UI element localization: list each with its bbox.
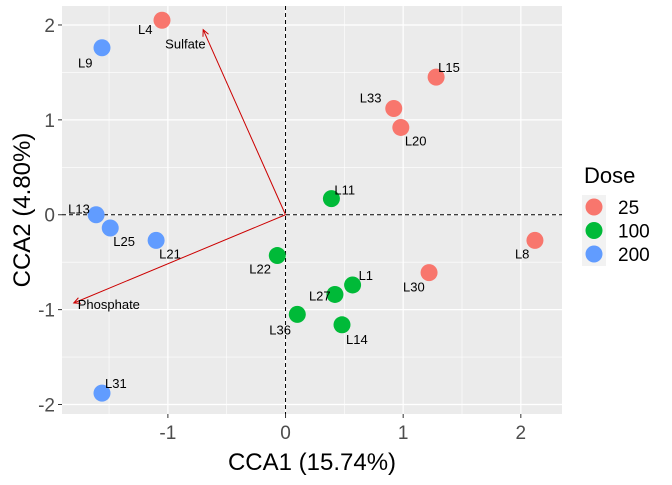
point-label-l27: L27 <box>309 288 331 303</box>
point-l9 <box>93 39 111 57</box>
legend-key-dose-100 <box>585 222 603 239</box>
point-label-l33: L33 <box>360 90 382 105</box>
point-l31 <box>93 384 111 402</box>
point-label-l22: L22 <box>249 262 271 277</box>
vector-label-phosphate: Phosphate <box>78 297 140 312</box>
point-label-l13: L13 <box>68 202 90 217</box>
x-tick-label: 1 <box>398 423 409 444</box>
point-label-l9: L9 <box>78 56 92 71</box>
point-l15 <box>427 68 445 86</box>
legend-key-dose-200 <box>585 245 603 263</box>
point-l27 <box>326 285 344 303</box>
y-axis-ticks: -2 -1 0 1 2 <box>38 16 62 417</box>
point-l13 <box>87 206 105 224</box>
plot-panel <box>62 6 562 414</box>
point-label-l30: L30 <box>403 280 425 295</box>
point-label-l36: L36 <box>269 322 291 337</box>
point-label-l20: L20 <box>405 133 427 148</box>
point-l20 <box>392 118 410 136</box>
sample-labels: L4 L15 L33 L20 L8 L30 L11 L22 L1 L27 L36 L14 L9 L13 L2… <box>68 22 529 391</box>
reference-lines <box>62 6 562 414</box>
x-tick-label: -1 <box>159 423 176 444</box>
environment-vectors: Sulfate Phosphate <box>72 28 286 312</box>
point-l1 <box>344 276 362 294</box>
y-tick-label: -2 <box>38 396 55 417</box>
legend-title: Dose <box>584 163 635 188</box>
point-label-l1: L1 <box>359 268 373 283</box>
point-label-l11: L11 <box>334 183 355 198</box>
point-l14 <box>333 316 351 334</box>
point-label-l15: L15 <box>438 60 460 75</box>
x-tick-label: 0 <box>280 423 291 444</box>
point-label-l25: L25 <box>113 234 135 249</box>
y-tick-label: -1 <box>38 301 55 322</box>
point-l8 <box>526 231 544 249</box>
point-l30 <box>420 264 438 282</box>
y-tick-label: 0 <box>44 206 55 227</box>
point-l33 <box>385 99 403 117</box>
sample-points <box>87 11 544 402</box>
point-l11 <box>322 190 340 208</box>
point-label-l31: L31 <box>105 376 127 391</box>
vector-arrowhead-phosphate <box>72 297 81 304</box>
y-tick-label: 1 <box>44 111 55 132</box>
point-label-l21: L21 <box>159 246 181 261</box>
x-tick-label: 2 <box>516 423 527 444</box>
point-label-l8: L8 <box>515 246 529 261</box>
point-l21 <box>147 231 165 249</box>
point-l4 <box>153 11 171 29</box>
legend-label-dose-100: 100 <box>618 222 650 243</box>
legend-label-dose-200: 200 <box>618 245 650 266</box>
vector-label-sulfate: Sulfate <box>165 37 205 52</box>
vector-arrow-sulfate <box>202 29 286 215</box>
vector-arrowhead-sulfate <box>202 28 209 37</box>
point-l25 <box>101 219 119 237</box>
point-label-l4: L4 <box>138 22 152 37</box>
legend-label-dose-25: 25 <box>618 198 639 219</box>
grid-minor <box>62 6 562 414</box>
y-tick-label: 2 <box>44 16 55 37</box>
y-axis-title: CCA2 (4.80%) <box>9 133 36 288</box>
point-l36 <box>288 305 306 323</box>
x-axis-title: CCA1 (15.74%) <box>228 449 396 476</box>
point-l22 <box>268 247 286 265</box>
point-label-l14: L14 <box>346 332 368 347</box>
x-axis-ticks: -1 0 1 2 <box>159 414 526 444</box>
vector-arrow-phosphate <box>73 214 286 304</box>
legend-key-dose-25 <box>585 198 603 216</box>
